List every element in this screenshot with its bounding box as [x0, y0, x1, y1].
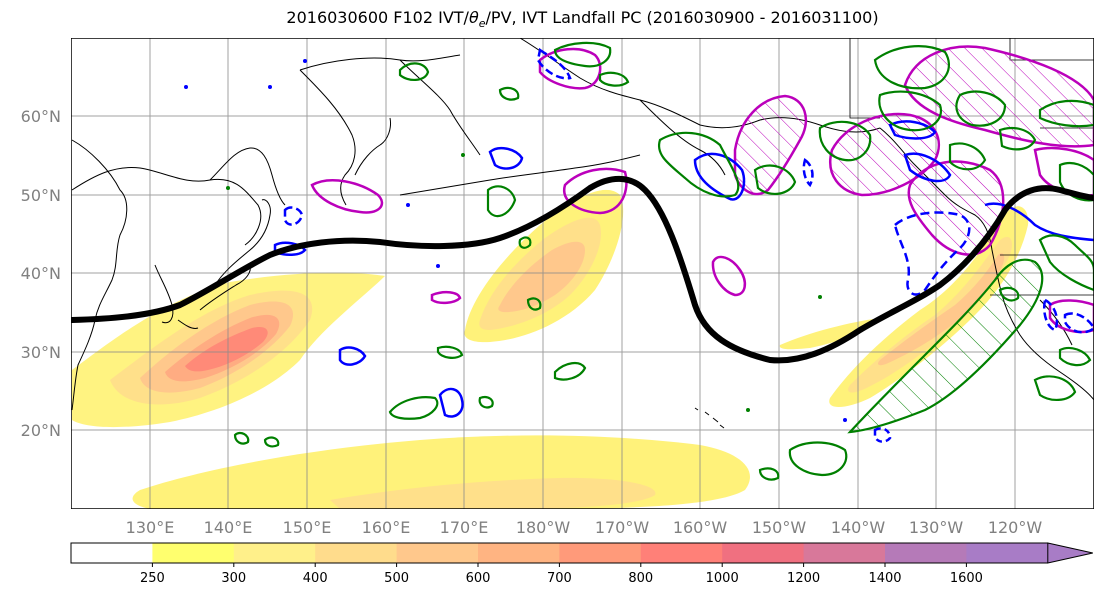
- small-contour-dots: [184, 59, 847, 422]
- colorbar-segment: [722, 543, 805, 563]
- colorbar-segment: [885, 543, 967, 563]
- lon-label: 140°E: [204, 518, 253, 537]
- lon-label: 150°W: [752, 518, 807, 537]
- lon-label: 120°W: [988, 518, 1043, 537]
- colorbar-tick-label: 400: [303, 571, 328, 586]
- lat-label: 30°N: [21, 343, 61, 362]
- theta-symbol: θ: [468, 8, 479, 27]
- lon-label: 170°E: [440, 518, 489, 537]
- lon-label: 150°E: [283, 518, 332, 537]
- lon-label: 180°W: [516, 518, 571, 537]
- jet-axis-line: [71, 175, 1094, 364]
- colorbar-tick-label: 800: [628, 571, 653, 586]
- colorbar-tick-label: 1200: [787, 571, 820, 586]
- colorbar-segment: [71, 543, 153, 563]
- lon-label: 170°W: [595, 518, 650, 537]
- colorbar-segment: [152, 543, 235, 563]
- lon-label: 160°E: [362, 518, 411, 537]
- colorbar-segment: [559, 543, 642, 563]
- colorbar-segment: [396, 543, 479, 563]
- colorbar-segment: [640, 543, 723, 563]
- lon-label: 130°E: [126, 518, 175, 537]
- colorbar-segment: [233, 543, 316, 563]
- colorbar-segment: [803, 543, 886, 563]
- colorbar-extend-arrow: [1047, 542, 1093, 564]
- map-title: 2016030600 F102 IVT/θe/PV, IVT Landfall …: [286, 8, 879, 31]
- lat-label: 60°N: [21, 107, 61, 126]
- lat-label: 40°N: [21, 264, 61, 283]
- colorbar-tick-label: 1000: [706, 571, 739, 586]
- colorbar-segment: [966, 543, 1049, 563]
- ivt-shading: [72, 189, 1029, 509]
- lon-label: 160°W: [673, 518, 728, 537]
- landfall-pc-contours: [310, 45, 1094, 334]
- colorbar-tick-label: 250: [140, 571, 165, 586]
- colorbar-tick-label: 700: [547, 571, 572, 586]
- pv-contours: [233, 41, 1094, 481]
- colorbar-tick-label: 300: [221, 571, 246, 586]
- theta-e-contours: [273, 47, 1094, 443]
- lat-label: 50°N: [21, 186, 61, 205]
- colorbar-segment: [478, 543, 560, 563]
- map-area: [71, 38, 1094, 509]
- colorbar-tick-label: 500: [384, 571, 409, 586]
- lon-axis-labels: 130°E 140°E 150°E 160°E 170°E 180°W 170°W 160°W…: [126, 518, 1043, 537]
- colorbar-tick-label: 1600: [950, 571, 983, 586]
- lat-axis-labels: 60°N 50°N 40°N 30°N 20°N: [21, 107, 61, 440]
- colorbar-tick-label: 600: [466, 571, 491, 586]
- colorbar-segment: [315, 543, 398, 563]
- lon-label: 130°W: [909, 518, 964, 537]
- colorbar: 250 300 400 500 600 700 800 1000 1200 1400 1600: [70, 542, 1093, 586]
- coastlines: [71, 38, 1094, 429]
- lat-label: 20°N: [21, 421, 61, 440]
- colorbar-tick-label: 1400: [868, 571, 901, 586]
- lon-label: 140°W: [831, 518, 886, 537]
